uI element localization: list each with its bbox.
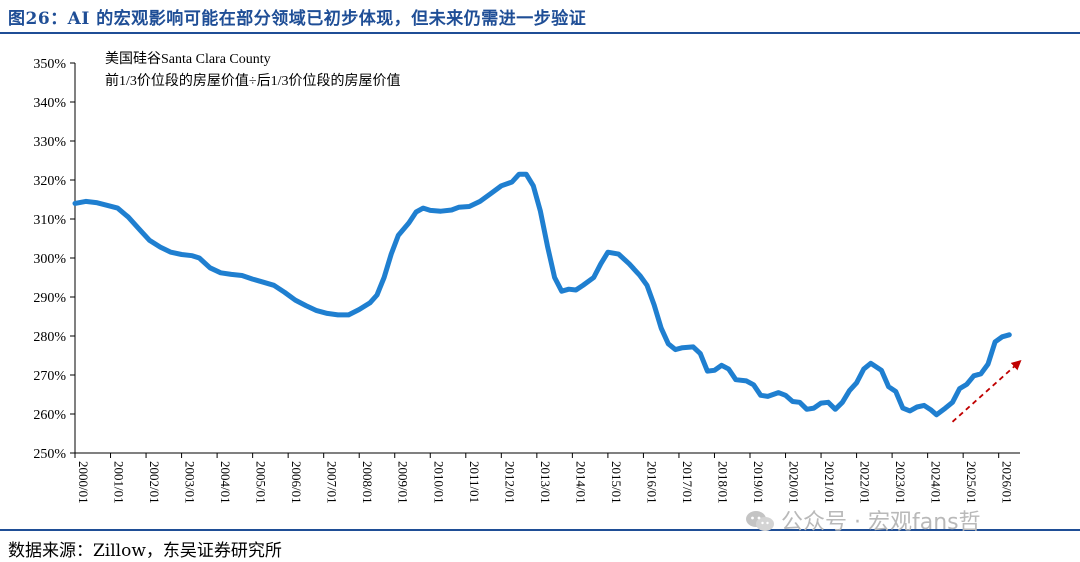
title-rule: [0, 32, 1080, 34]
x-tick-label: 2011/01: [467, 461, 482, 503]
wechat-icon: [746, 511, 774, 531]
trend-arrow: [951, 360, 1022, 423]
source-rule: [0, 529, 1080, 531]
x-tick-label: 2005/01: [254, 461, 269, 504]
x-tick-label: 2002/01: [147, 461, 162, 504]
line-chart: 250% 260% 270% 280% 290% 300% 310% 320% 330% 340%…: [33, 51, 1022, 504]
x-tick-label: 2009/01: [396, 461, 411, 504]
x-tick-label: 2025/01: [964, 461, 979, 504]
y-axis-ticks: 250% 260% 270% 280% 290% 300% 310% 320% 330% 340%…: [33, 57, 75, 462]
x-tick-label: 2026/01: [1000, 461, 1015, 504]
x-tick-label: 2000/01: [76, 461, 91, 504]
x-tick-label: 2021/01: [822, 461, 837, 504]
x-tick-label: 2010/01: [431, 461, 446, 504]
watermark: 公众号 · 宏观fans哲: [745, 504, 981, 536]
axes: [74, 63, 1020, 454]
y-tick-label: 320%: [33, 174, 66, 189]
x-axis-ticks: 2000/01 2001/01 2002/01 2003/01 2004/01 2005/…: [74, 453, 1015, 504]
watermark-text: 公众号 · 宏观fans哲: [781, 510, 981, 535]
series-group: [72, 171, 1012, 418]
x-tick-label: 2024/01: [929, 461, 944, 504]
x-tick-label: 2008/01: [360, 461, 375, 504]
x-tick-label: 2006/01: [289, 461, 304, 504]
y-tick-label: 250%: [33, 447, 66, 462]
y-tick-label: 330%: [33, 135, 66, 150]
annotation-line: 前1/3价位段的房屋价值÷后1/3价位段的房屋价值: [105, 72, 400, 89]
x-tick-label: 2023/01: [893, 461, 908, 504]
y-tick-label: 300%: [33, 252, 66, 267]
x-tick-label: 2017/01: [680, 461, 695, 504]
y-tick-label: 280%: [33, 330, 66, 345]
x-tick-label: 2003/01: [183, 461, 198, 504]
y-tick-label: 340%: [33, 96, 66, 111]
y-tick-label: 270%: [33, 369, 66, 384]
x-tick-label: 2018/01: [715, 461, 730, 504]
x-tick-label: 2015/01: [609, 461, 624, 504]
chart-annotation: 美国硅谷Santa Clara County 前1/3价位段的房屋价值÷后1/3价…: [105, 51, 400, 89]
x-tick-label: 2022/01: [858, 461, 873, 504]
x-tick-label: 2016/01: [644, 461, 659, 504]
y-tick-label: 310%: [33, 213, 66, 228]
trend-arrow-group: [951, 360, 1022, 423]
x-tick-label: 2001/01: [112, 461, 127, 504]
annotation-line: 美国硅谷Santa Clara County: [105, 51, 271, 67]
figure-title: 图26：AI 的宏观影响可能在部分领域已初步体现，但未来仍需进一步验证: [8, 9, 587, 29]
source-note: 数据来源：Zillow，东吴证券研究所: [8, 541, 282, 561]
x-tick-label: 2007/01: [325, 461, 340, 504]
series-line: [72, 171, 1012, 418]
x-tick-label: 2019/01: [751, 461, 766, 504]
x-tick-label: 2014/01: [573, 461, 588, 504]
y-tick-label: 290%: [33, 291, 66, 306]
x-tick-label: 2020/01: [787, 461, 802, 504]
y-tick-label: 260%: [33, 408, 66, 423]
y-tick-label: 350%: [33, 57, 66, 72]
x-tick-label: 2004/01: [218, 461, 233, 504]
x-tick-label: 2012/01: [502, 461, 517, 504]
x-tick-label: 2013/01: [538, 461, 553, 504]
